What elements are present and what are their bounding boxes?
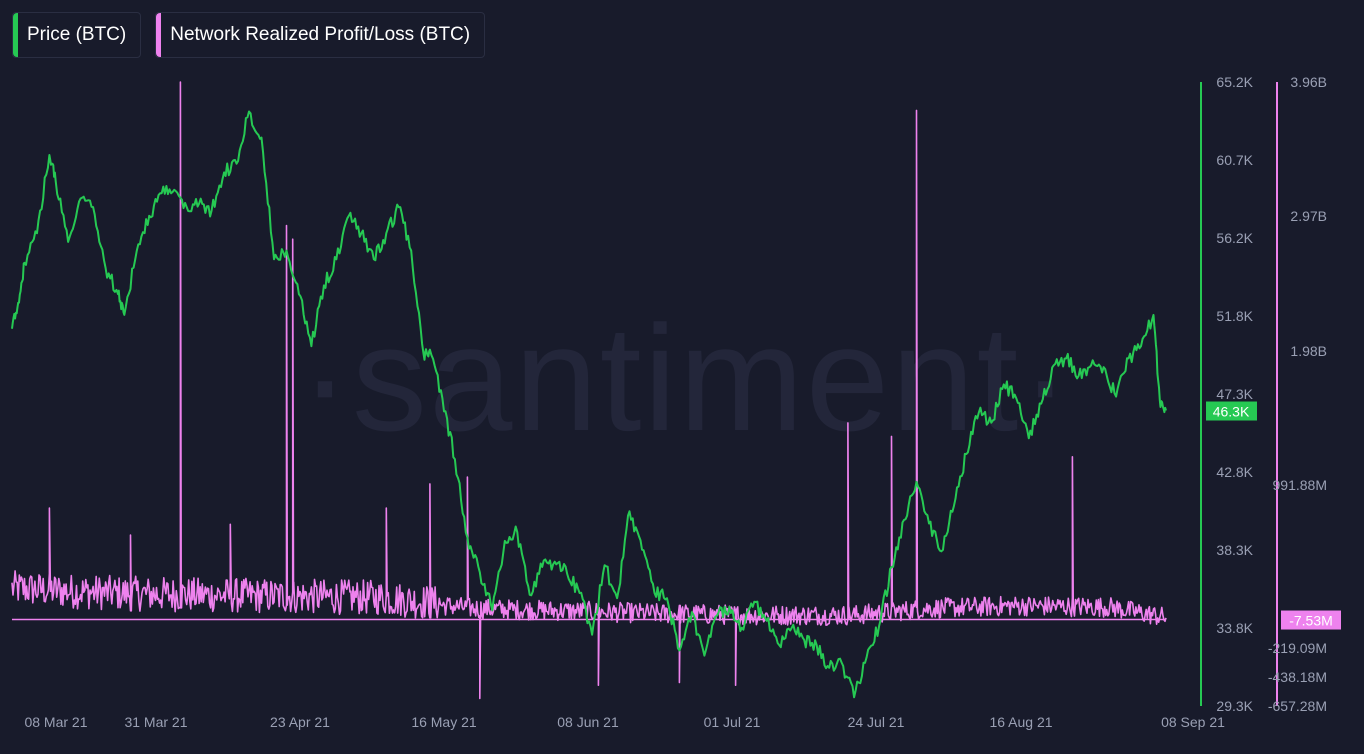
price-axis-tick-label: 65.2K [1216, 74, 1253, 90]
nrpl-axis-tick-label: -657.28M [1268, 698, 1327, 714]
price-axis-tick-label: 38.3K [1216, 542, 1253, 558]
nrpl-axis-tick-label: -219.09M [1268, 640, 1327, 656]
nrpl-axis-tick-label: 2.97B [1290, 208, 1327, 224]
x-axis-tick-label: 24 Jul 21 [848, 714, 905, 730]
chart-legend: Price (BTC) Network Realized Profit/Loss… [12, 12, 486, 58]
price-current-label: 46.3K [1213, 404, 1250, 420]
price-axis-tick-label: 29.3K [1216, 698, 1253, 714]
x-axis-tick-label: 08 Jun 21 [557, 714, 619, 730]
x-axis-tick-label: 23 Apr 21 [270, 714, 330, 730]
price-axis-tick-label: 60.7K [1216, 152, 1253, 168]
price-axis-tick-label: 42.8K [1216, 464, 1253, 480]
nrpl-axis-tick-label: 1.98B [1290, 343, 1327, 359]
x-axis-tick-label: 16 Aug 21 [989, 714, 1052, 730]
x-axis-tick-label: 08 Mar 21 [24, 714, 87, 730]
legend-item-nrpl[interactable]: Network Realized Profit/Loss (BTC) [155, 12, 486, 58]
nrpl-axis-tick-label: 3.96B [1290, 74, 1327, 90]
price-series [11, 110, 1167, 699]
legend-price-label: Price (BTC) [27, 24, 127, 45]
price-axis-tick-label: 33.8K [1216, 620, 1253, 636]
nrpl-axis-tick-label: -438.18M [1268, 669, 1327, 685]
nrpl-current-badge [1281, 610, 1341, 630]
legend-nrpl-color-bar [156, 13, 162, 57]
legend-price-color-bar [13, 13, 18, 57]
axes: 65.2K 60.7K 56.2K 51.8K 47.3K 42.8K 38.3K 33.8K… [24, 74, 1341, 730]
nrpl-axis-tick-label: 991.88M [1273, 477, 1327, 493]
price-axis-tick-label: 51.8K [1216, 308, 1253, 324]
price-axis-tick-label: 47.3K [1216, 386, 1253, 402]
x-axis-tick-label: 01 Jul 21 [704, 714, 761, 730]
legend-nrpl-label: Network Realized Profit/Loss (BTC) [170, 24, 471, 45]
x-axis-tick-label: 16 May 21 [411, 714, 477, 730]
x-axis-tick-label: 31 Mar 21 [124, 714, 187, 730]
price-line [11, 110, 1167, 699]
price-current-badge [1206, 401, 1257, 421]
legend-item-price[interactable]: Price (BTC) [12, 12, 142, 58]
price-axis-tick-label: 56.2K [1216, 230, 1253, 246]
nrpl-current-label: -7.53M [1289, 613, 1333, 629]
x-axis-tick-label: 08 Sep 21 [1161, 714, 1225, 730]
watermark-text: ·santiment· [300, 294, 1072, 462]
